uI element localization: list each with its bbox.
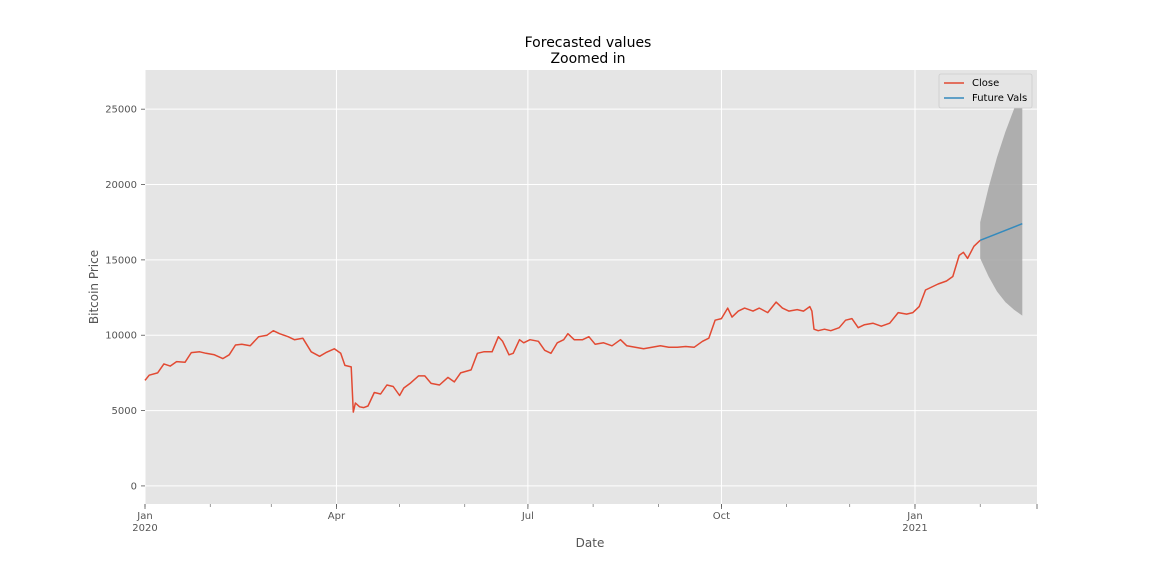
legend-future-label: Future Vals [972,93,1027,104]
x-tick-label: Oct [713,511,730,522]
x-tick-year-label: 2021 [902,523,927,534]
legend-close-label: Close [972,78,999,89]
x-tick-label: Jan [136,511,152,522]
y-tick-label: 15000 [105,255,137,266]
x-axis-label: Date [576,536,605,550]
y-tick-label: 25000 [105,105,137,116]
x-tick-label: Jan [906,511,922,522]
y-tick-label: 0 [131,481,137,492]
plot-background [145,70,1037,504]
chart-title-line2: Zoomed in [550,51,625,67]
confidence-band-layer [980,88,1023,316]
future-series-line [979,223,1023,241]
series-layer [144,223,1023,413]
y-axis-label: Bitcoin Price [87,250,101,324]
x-tick-label: Jul [521,511,534,522]
x-tick-year-label: 2020 [132,523,157,534]
x-tick-label: Apr [328,511,346,522]
confidence-band [980,88,1023,316]
grid-lines [144,70,1037,504]
y-tick-label: 20000 [105,180,137,191]
y-tick-label: 5000 [112,406,137,417]
chart-title-line1: Forecasted values [525,35,652,51]
y-tick-label: 10000 [105,331,137,342]
legend: Close Future Vals [938,73,1033,109]
close-series-line [144,239,981,413]
